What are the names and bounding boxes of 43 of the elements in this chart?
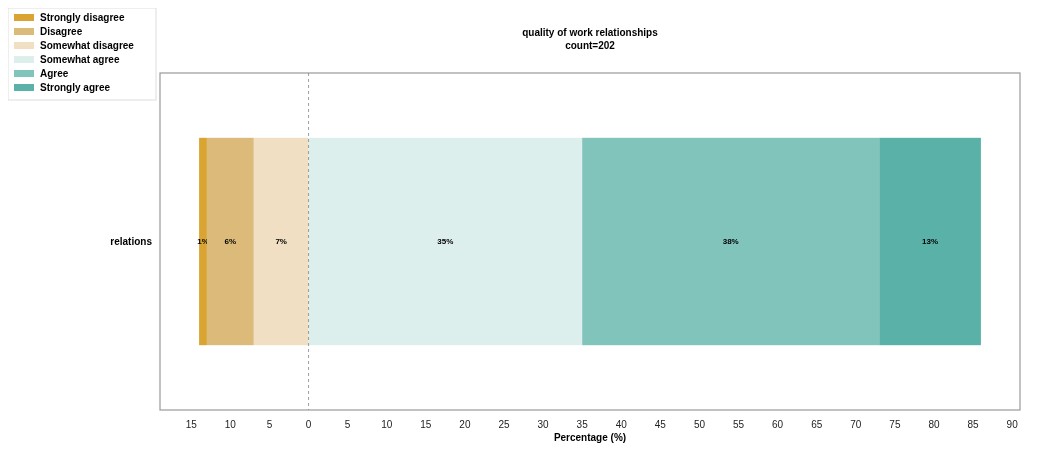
x-tick-label: 35 bbox=[576, 419, 589, 430]
data-label: 38% bbox=[722, 237, 739, 247]
chart-subtitle: count=202 bbox=[565, 40, 616, 51]
x-tick-label: 15 bbox=[420, 419, 432, 430]
x-tick-label: 25 bbox=[498, 419, 510, 430]
x-tick-label: 65 bbox=[811, 419, 823, 430]
legend-label: Agree bbox=[40, 68, 69, 79]
bar bbox=[253, 137, 309, 346]
x-tick-label: 75 bbox=[889, 419, 901, 430]
x-tick-label: 55 bbox=[732, 419, 745, 430]
x-tick-label: 5 bbox=[266, 419, 273, 430]
x-tick-label: 90 bbox=[1006, 419, 1019, 430]
x-tick-label: 30 bbox=[537, 419, 550, 430]
x-tick-label: 50 bbox=[693, 419, 706, 430]
x-tick-label: 20 bbox=[459, 419, 471, 430]
chart-title: quality of work relationships bbox=[522, 27, 659, 38]
x-tick-label: 10 bbox=[224, 419, 237, 430]
bar bbox=[206, 137, 254, 346]
x-tick-label: 85 bbox=[967, 419, 980, 430]
x-tick-label: 70 bbox=[850, 419, 862, 430]
legend-label: Somewhat disagree bbox=[40, 40, 135, 51]
x-tick-label: 10 bbox=[381, 419, 393, 430]
y-tick-label: relations bbox=[110, 236, 153, 247]
data-label: 13% bbox=[922, 237, 939, 247]
legend-label: Strongly disagree bbox=[40, 12, 125, 23]
legend-label: Somewhat agree bbox=[40, 54, 120, 65]
bar bbox=[308, 137, 583, 346]
legend-label: Strongly agree bbox=[40, 82, 111, 93]
x-tick-label: 0 bbox=[305, 419, 312, 430]
data-label: 35% bbox=[437, 237, 454, 247]
bar bbox=[879, 137, 981, 346]
x-tick-label: 40 bbox=[615, 419, 628, 430]
data-label: 7% bbox=[275, 237, 287, 247]
x-tick-label: 5 bbox=[344, 419, 351, 430]
x-axis-title: Percentage (%) bbox=[553, 432, 627, 443]
x-tick-label: 15 bbox=[185, 419, 198, 430]
x-tick-label: 45 bbox=[654, 419, 667, 430]
bar bbox=[199, 137, 207, 346]
x-tick-label: 60 bbox=[772, 419, 784, 430]
data-label: 6% bbox=[224, 237, 237, 247]
legend-label: Disagree bbox=[40, 26, 83, 37]
bar bbox=[582, 137, 880, 346]
x-tick-label: 80 bbox=[928, 419, 940, 430]
